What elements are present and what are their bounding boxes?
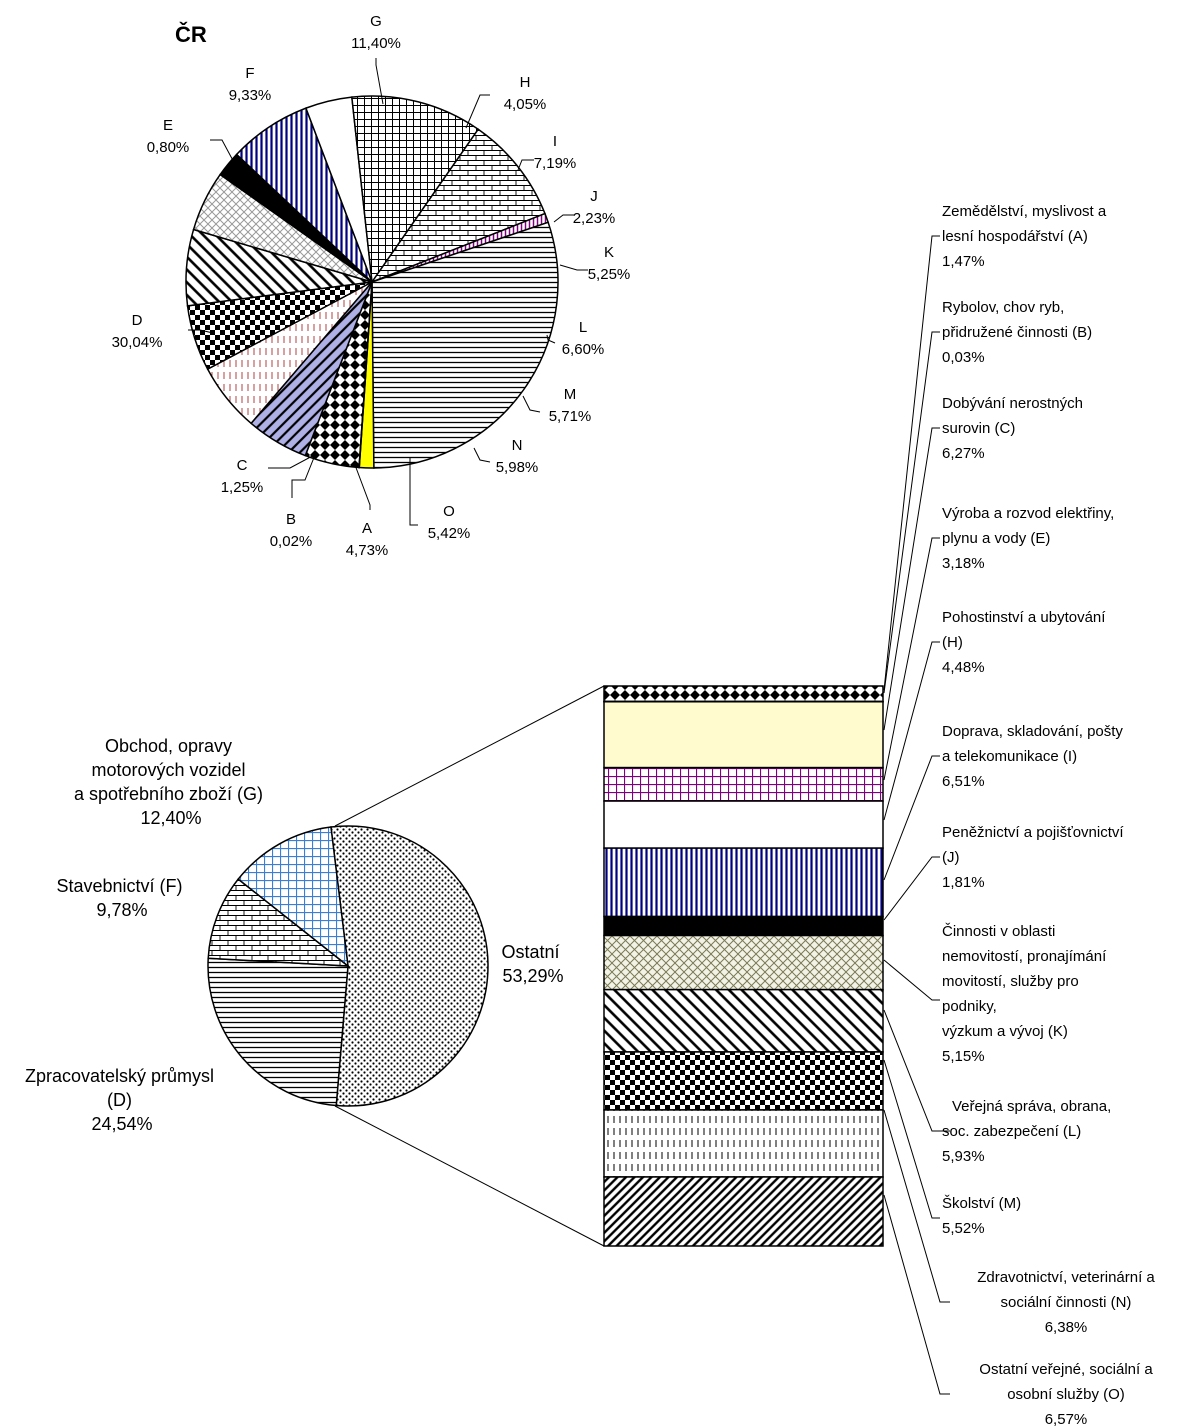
seg-label-i: Doprava, skladování, pošty a telekomunika… [942, 723, 1123, 790]
label-c: C 1,25% [221, 457, 264, 496]
stack-segment-m [603, 1051, 884, 1111]
label-j: J 2,23% [573, 188, 616, 227]
seg-label-j: Peněžnictví a pojišťovnictví (J) 1,81% [942, 824, 1124, 891]
stack-segment-l [603, 988, 884, 1053]
seg-label-n: Zdravotnictví, veterinární a sociální čin… [977, 1269, 1155, 1336]
bottom-pie-slice-zpracovatelsk-pr-mysl-d [207, 957, 349, 1107]
seg-label-b: Rybolov, chov ryb, přidružené činnosti (B… [942, 299, 1092, 366]
connector-bottom [334, 1105, 605, 1247]
stacked-bar [603, 685, 884, 1247]
label-g-big: Obchod, opravy motorových vozidel a spot… [74, 736, 268, 828]
top-pie-slice-b [358, 281, 373, 469]
stack-segment-a [603, 685, 884, 703]
top-pie-leaders [188, 58, 588, 526]
top-pie-slice-f [369, 128, 546, 284]
label-o: O 5,42% [428, 503, 471, 542]
seg-label-k: Činnosti v oblasti nemovitostí, pronajímá… [942, 923, 1107, 1065]
label-g: G 11,40% [351, 13, 401, 52]
top-pie [185, 95, 559, 469]
stack-segment-n [603, 1109, 884, 1178]
label-a: A 4,73% [346, 520, 389, 559]
label-f: F 9,33% [229, 65, 272, 104]
segment-labels: Zemědělství, myslivost a lesní hospodářst… [942, 203, 1155, 1427]
bottom-pie-slice-obchod-opravy-motorov-ch-vozidel-a-spot-ebn-ho-zbo-g [237, 826, 349, 968]
label-n: N 5,98% [496, 437, 539, 476]
label-e: E 0,80% [147, 117, 190, 156]
seg-label-o: Ostatní veřejné, sociální a osobní služby… [979, 1361, 1153, 1427]
label-d-big: Zpracovatelský průmysl (D) 24,54% [25, 1066, 219, 1134]
label-ostatni: Ostatní 53,29% [501, 942, 564, 986]
stack-segment-h [603, 800, 884, 849]
seg-label-m: Školství (M) 5,52% [942, 1195, 1021, 1237]
seg-label-a: Zemědělství, myslivost a lesní hospodářst… [942, 203, 1107, 270]
top-pie-labels: G 11,40% F 9,33% E 0,80% H 4,05% I 7,19% J 2,2… [112, 13, 631, 559]
seg-label-c: Dobývání nerostných surovin (C) 6,27% [942, 395, 1083, 462]
stack-segment-k [603, 934, 884, 991]
top-pie-title: ČR [175, 22, 207, 47]
bottom-pie-slice-ostatn [330, 825, 489, 1107]
label-i: I 7,19% [534, 133, 577, 172]
label-h: H 4,05% [504, 74, 547, 113]
top-pie-slice-d [371, 221, 559, 469]
top-pie-slice-g [351, 95, 480, 285]
label-m: M 5,71% [549, 386, 592, 425]
stack-segment-o [603, 1176, 884, 1247]
stack-segment-j [603, 915, 884, 937]
stack-segment-c [603, 701, 884, 769]
label-k: K 5,25% [588, 244, 631, 283]
bottom-pie-slice-stavebnictv-f [207, 878, 351, 967]
label-f-big: Stavebnictví (F) 9,78% [56, 876, 187, 920]
label-b: B 0,02% [270, 511, 313, 550]
segment-leaders [883, 235, 950, 1395]
label-l: L 6,60% [562, 319, 605, 358]
stack-segment-i [603, 847, 884, 918]
seg-label-e: Výroba a rozvod elektřiny, plynu a vody (… [942, 505, 1114, 572]
connector-top [334, 685, 605, 827]
stack-segment-e [603, 766, 884, 802]
seg-label-l: Veřejná správa, obrana, soc. zabezpečení … [942, 1098, 1111, 1165]
bottom-pie [207, 825, 489, 1107]
seg-label-h: Pohostinství a ubytování (H) 4,48% [942, 609, 1106, 676]
label-d: D 30,04% [112, 312, 163, 351]
